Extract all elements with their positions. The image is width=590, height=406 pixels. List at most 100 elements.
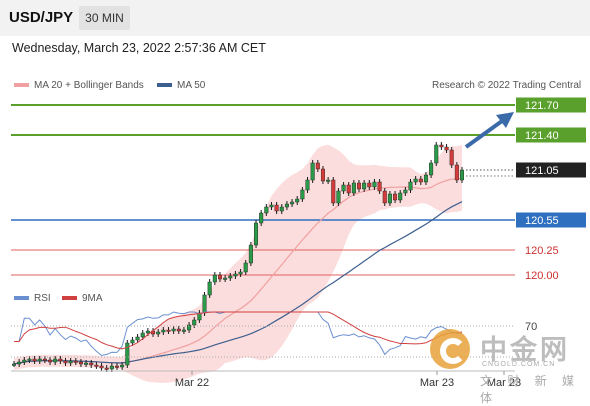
candle-down bbox=[78, 361, 83, 365]
candle-down bbox=[32, 358, 37, 362]
candle-up bbox=[372, 181, 377, 188]
candle-up bbox=[140, 332, 145, 338]
bollinger-bands bbox=[14, 144, 462, 383]
candle-up bbox=[212, 274, 217, 283]
candle-up bbox=[181, 329, 186, 332]
candle-up bbox=[135, 336, 140, 341]
level-121-40-label: 121.40 bbox=[525, 130, 559, 142]
candle-up bbox=[387, 193, 392, 204]
candle-up bbox=[17, 361, 22, 365]
candle-down bbox=[367, 182, 372, 188]
candle-up bbox=[22, 359, 27, 363]
x-tick-label: Mar 22 bbox=[175, 377, 209, 389]
candle-up bbox=[125, 342, 130, 366]
candle-down bbox=[439, 144, 444, 148]
timeframe-button[interactable]: 30 MIN bbox=[79, 6, 130, 30]
rsi-swatch bbox=[14, 296, 29, 301]
candle-up bbox=[254, 222, 259, 246]
bollinger-band-fill bbox=[14, 144, 462, 383]
candle-up bbox=[84, 362, 89, 365]
candle-down bbox=[99, 365, 104, 369]
candle-up bbox=[27, 358, 32, 361]
legend-rsi: RSI bbox=[14, 293, 51, 304]
candle-down bbox=[94, 364, 99, 367]
candle-down bbox=[274, 204, 279, 212]
candle-down bbox=[58, 358, 63, 362]
watermark-title: 中金网 bbox=[480, 335, 570, 365]
candle-down bbox=[357, 182, 362, 190]
candle-up bbox=[264, 206, 269, 214]
candle-down bbox=[89, 362, 94, 366]
legend-rsi-ma: 9MA bbox=[62, 293, 103, 304]
candle-down bbox=[382, 190, 387, 204]
source-credit: Research © 2022 Trading Central bbox=[432, 80, 582, 91]
candle-up bbox=[279, 206, 284, 212]
candle-up bbox=[300, 189, 305, 200]
price-level-labels: 121.70 121.40 121.05 120.55 120.25 120.00 bbox=[516, 97, 586, 282]
level-121-05-badge bbox=[516, 162, 586, 178]
candle-up bbox=[53, 358, 58, 363]
candle-up bbox=[460, 169, 465, 181]
candle-up bbox=[161, 329, 166, 333]
candle-up bbox=[413, 178, 418, 183]
candle-up bbox=[68, 360, 73, 364]
candle-down bbox=[48, 359, 53, 363]
candle-up bbox=[156, 331, 161, 335]
candle-up bbox=[130, 339, 135, 344]
candle-down bbox=[444, 146, 449, 151]
candle-down bbox=[114, 365, 119, 368]
legend-ma20: MA 20 + Bollinger Bands bbox=[14, 80, 144, 91]
candle-down bbox=[393, 193, 398, 201]
arrow-head-icon bbox=[496, 112, 514, 128]
candle-up bbox=[37, 358, 42, 362]
candle-up bbox=[310, 162, 315, 181]
level-120-55-badge bbox=[516, 212, 586, 228]
level-121-05-label: 121.05 bbox=[525, 165, 559, 177]
candle-up bbox=[295, 198, 300, 203]
candle-up bbox=[284, 203, 289, 208]
candle-up bbox=[187, 324, 192, 331]
candle-down bbox=[331, 179, 336, 204]
candle-up bbox=[429, 162, 434, 176]
ma20-swatch bbox=[14, 83, 29, 88]
candle-up bbox=[223, 277, 228, 280]
candle-down bbox=[73, 360, 78, 363]
rsi-ma-line bbox=[14, 311, 463, 350]
candle-up bbox=[351, 182, 356, 194]
candle-down bbox=[449, 149, 454, 166]
candle-down bbox=[217, 274, 222, 280]
level-120-25-label: 120.25 bbox=[525, 245, 559, 257]
price-levels bbox=[11, 104, 515, 276]
x-tick-label: Mar 23 bbox=[420, 377, 454, 389]
ma50-line bbox=[13, 201, 463, 365]
chart-header: USD/JPY 30 MIN bbox=[0, 0, 590, 36]
chart-datetime: Wednesday, March 23, 2022 2:57:36 AM CET bbox=[12, 41, 266, 55]
rsi-ma-swatch bbox=[62, 296, 77, 301]
candle-up bbox=[202, 294, 207, 314]
candle-up bbox=[145, 330, 150, 334]
x-axis: Mar 22 Mar 23 Mar 23 bbox=[11, 370, 521, 389]
candle-up bbox=[120, 364, 125, 368]
candle-up bbox=[248, 244, 253, 264]
candle-down bbox=[346, 184, 351, 194]
candle-up bbox=[171, 328, 176, 332]
watermark-subtitle: 文 财 新 媒 体 bbox=[480, 374, 581, 405]
level-121-40-badge bbox=[516, 127, 586, 143]
candle-up bbox=[434, 144, 439, 164]
candle-up bbox=[403, 189, 408, 194]
level-121-70-badge bbox=[516, 97, 586, 113]
moving-averages bbox=[13, 177, 463, 365]
rsi-label: RSI bbox=[34, 293, 51, 304]
rsi-ma-label: 9MA bbox=[82, 293, 103, 304]
candle-up bbox=[197, 312, 202, 321]
candle-down bbox=[454, 164, 459, 181]
candle-up bbox=[192, 319, 197, 326]
rsi-panel: 70 bbox=[11, 311, 537, 358]
candle-up bbox=[259, 212, 264, 224]
candle-up bbox=[228, 275, 233, 279]
candles bbox=[11, 142, 465, 372]
candle-up bbox=[243, 262, 248, 273]
candle-down bbox=[377, 181, 382, 192]
candle-up bbox=[408, 181, 413, 191]
candle-up bbox=[269, 204, 274, 208]
